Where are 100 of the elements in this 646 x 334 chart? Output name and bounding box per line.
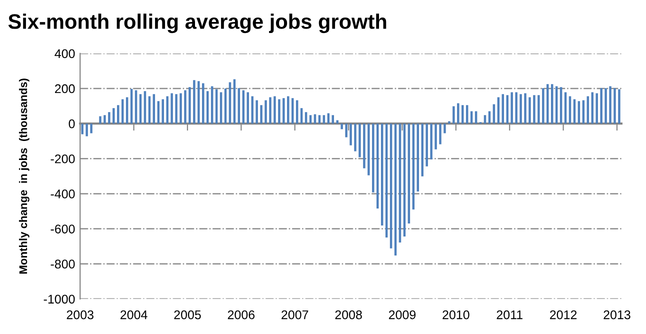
bar: [345, 124, 348, 138]
x-tick-label: 2011: [496, 310, 522, 320]
x-tick-label: 2003: [66, 310, 94, 320]
bar: [332, 115, 334, 124]
bar: [452, 106, 455, 124]
bar: [144, 91, 146, 124]
x-tick-label: 2004: [120, 310, 148, 320]
bar: [564, 92, 567, 124]
x-tick-label: 2006: [228, 310, 255, 320]
bar: [282, 98, 285, 124]
bar: [246, 92, 249, 124]
bar: [466, 105, 468, 124]
bar: [202, 83, 204, 124]
bar: [260, 105, 262, 124]
bar: [510, 92, 513, 124]
x-tick-label: 2013: [604, 310, 630, 320]
bar: [251, 96, 254, 124]
y-tick-label: -800: [50, 260, 75, 269]
bar: [368, 124, 370, 176]
bar: [170, 93, 173, 124]
chart-title: Six-month rolling average jobs growth: [8, 14, 386, 34]
bar: [354, 124, 356, 152]
bar: [90, 124, 92, 134]
x-tick-label: 2012: [550, 310, 577, 320]
y-tick-label: 200: [55, 84, 75, 94]
bar: [108, 112, 110, 124]
bar: [86, 124, 88, 136]
bar: [515, 92, 518, 124]
bar: [117, 105, 120, 124]
bar: [546, 84, 549, 124]
y-axis-title: Monthly change in jobs (thousands): [18, 78, 30, 274]
bar: [555, 86, 558, 124]
bar: [309, 115, 312, 124]
bar: [228, 82, 232, 124]
bar: [256, 100, 258, 124]
bar: [157, 101, 160, 124]
bar: [180, 93, 182, 124]
bar: [462, 105, 464, 124]
bar: [444, 124, 446, 134]
bar: [264, 100, 267, 124]
y-tick-label: -1000: [44, 294, 75, 304]
bar: [175, 94, 178, 124]
bar: [112, 108, 115, 124]
bar: [99, 116, 102, 124]
bar: [448, 121, 450, 124]
y-tick-label: -400: [50, 190, 75, 198]
bar: [609, 86, 612, 124]
bar: [358, 124, 361, 158]
y-tick-label: -600: [50, 224, 75, 234]
bar: [524, 93, 526, 124]
bar: [188, 87, 191, 124]
bar: [340, 124, 343, 130]
bar: [426, 124, 428, 166]
bar: [430, 124, 432, 160]
bar: [336, 120, 338, 124]
bar: [457, 103, 460, 124]
bar: [403, 124, 406, 237]
bar: [568, 96, 572, 124]
bar: [614, 88, 616, 124]
bar: [198, 81, 200, 124]
x-tick-label: 2005: [174, 310, 201, 320]
bar: [618, 89, 620, 124]
bar: [416, 124, 420, 192]
bar: [434, 124, 437, 150]
bar: [233, 79, 236, 124]
bar: [206, 91, 209, 124]
bar: [573, 99, 576, 124]
bar: [439, 124, 442, 144]
bar: [372, 124, 374, 192]
bar: [166, 96, 168, 124]
bar: [350, 124, 352, 146]
bar: [520, 94, 522, 124]
y-tick-label: 400: [54, 49, 75, 58]
bar: [287, 96, 290, 124]
y-tick-label: -200: [50, 154, 75, 164]
bar: [322, 115, 326, 124]
bar: [162, 99, 164, 124]
bar: [104, 115, 106, 124]
bar: [193, 80, 196, 124]
bar: [327, 113, 330, 124]
bar: [269, 97, 272, 124]
bar: [542, 88, 544, 124]
bar: [363, 124, 366, 168]
bar: [376, 124, 379, 208]
bar: [484, 115, 486, 124]
bar: [148, 96, 151, 124]
bar: [210, 86, 214, 124]
bar: [300, 108, 303, 124]
bar: [278, 99, 280, 124]
bar: [238, 88, 240, 124]
bar: [421, 124, 424, 176]
x-tick-label: 2007: [282, 310, 308, 320]
bar: [528, 97, 531, 124]
bar: [550, 84, 554, 124]
bar: [390, 124, 392, 248]
y-tick-label: 0: [68, 119, 75, 128]
x-tick-label: 2010: [442, 310, 470, 320]
bar: [184, 90, 186, 124]
bar: [304, 112, 308, 124]
bar: [600, 88, 602, 124]
